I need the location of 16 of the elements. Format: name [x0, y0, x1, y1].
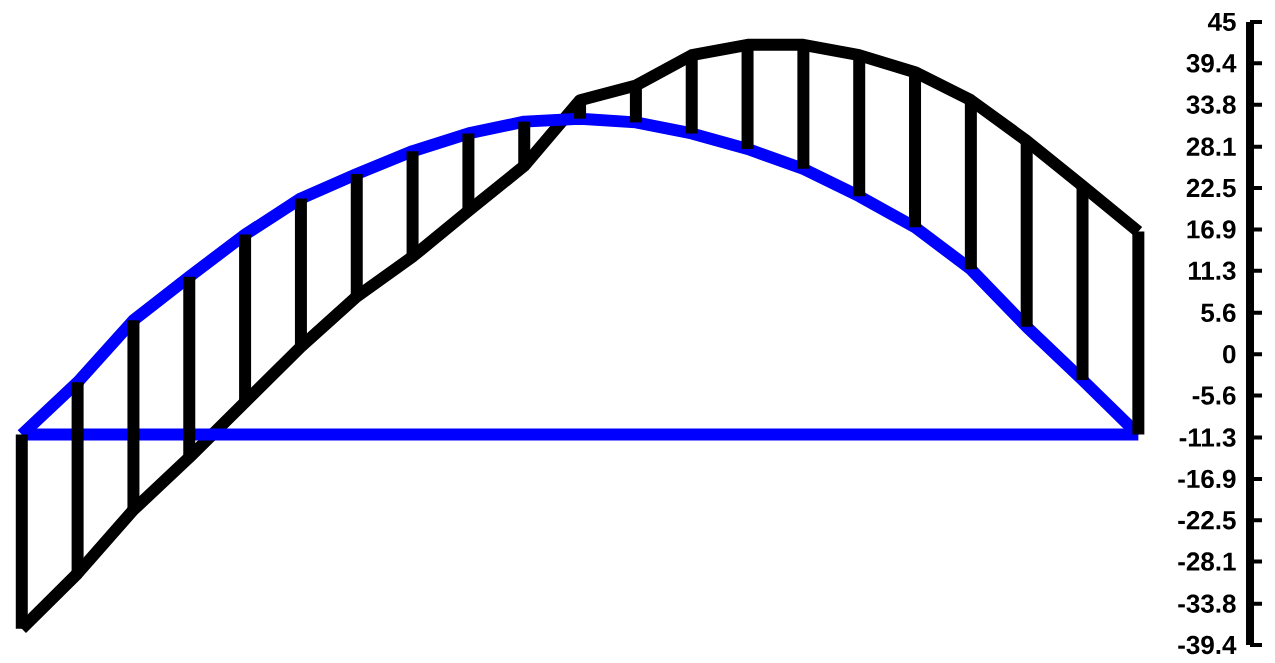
y-tick-label: 28.1 — [1186, 137, 1236, 156]
y-tick-label: -16.9 — [1178, 469, 1236, 489]
y-tick-label: 33.8 — [1186, 95, 1236, 114]
y-tick-label: -39.4 — [1178, 635, 1237, 655]
y-tick-label: -22.5 — [1178, 511, 1236, 530]
y-tick-label: 16.9 — [1187, 220, 1236, 239]
y-tick-label: -5.6 — [1192, 386, 1236, 405]
y-tick-label: -11.3 — [1179, 428, 1236, 447]
y-tick-label: -33.8 — [1178, 594, 1236, 613]
y-tick-label: 5.6 — [1201, 303, 1236, 323]
y-tick-label: 0 — [1223, 344, 1236, 364]
y-tick-label: 39.4 — [1186, 54, 1237, 73]
y-tick-label: 22.5 — [1186, 178, 1236, 198]
y-tick-label: -28.1 — [1178, 552, 1236, 571]
y-tick-label: 45 — [1207, 12, 1236, 32]
y-tick-label: 11.3 — [1188, 261, 1236, 280]
